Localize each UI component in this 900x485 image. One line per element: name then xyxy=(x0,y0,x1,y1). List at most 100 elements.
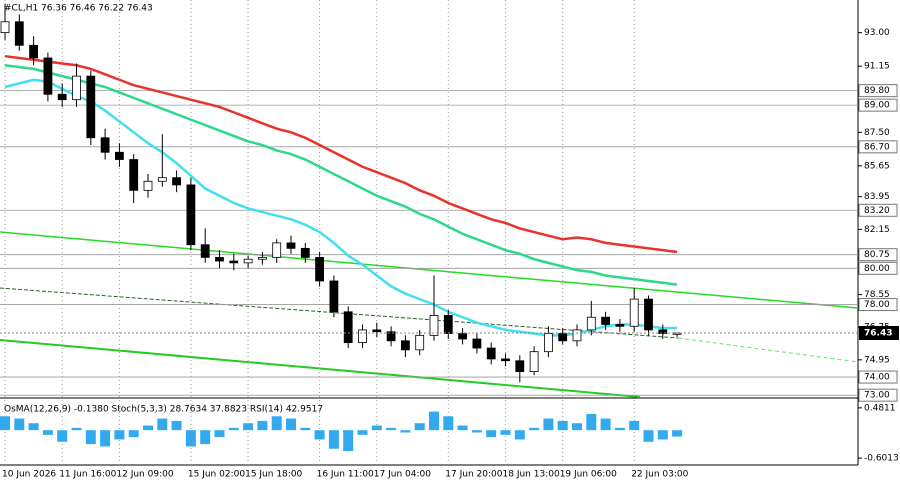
candle-body xyxy=(472,338,482,349)
bar xyxy=(171,420,182,431)
bar xyxy=(128,430,139,438)
candle-body xyxy=(215,257,224,262)
last-price-box xyxy=(859,326,899,341)
level-label-box xyxy=(858,248,898,262)
candle-body xyxy=(629,298,639,327)
bar xyxy=(300,427,311,431)
bar xyxy=(429,411,439,431)
candle-body xyxy=(72,75,81,101)
bar xyxy=(614,427,625,431)
bar xyxy=(343,430,354,452)
level-label-box xyxy=(858,203,898,217)
candle-body xyxy=(615,324,625,327)
level-label: 80.00 xyxy=(864,264,890,274)
y-tick-label: 78.55 xyxy=(864,290,890,300)
candle-body xyxy=(601,316,610,325)
level-label-box xyxy=(858,298,898,312)
candle-body xyxy=(243,258,253,264)
level-label: 89.80 xyxy=(864,86,890,96)
bar xyxy=(586,413,597,431)
chart-title: #CL,H1 76.36 76.46 76.22 76.43 xyxy=(4,4,153,14)
candle-body xyxy=(458,333,468,340)
candle-body xyxy=(372,329,382,333)
bar xyxy=(486,430,497,438)
candle-body xyxy=(315,257,325,282)
candle-body xyxy=(29,44,39,59)
bar xyxy=(42,430,53,435)
candle-body xyxy=(86,75,96,139)
bar xyxy=(371,425,382,431)
bar xyxy=(143,425,153,431)
trend-line xyxy=(677,337,859,363)
candle-body xyxy=(529,351,539,373)
bar xyxy=(200,430,211,445)
bar xyxy=(0,416,10,431)
level-label-box xyxy=(858,370,898,384)
level-label-box xyxy=(858,98,898,112)
candle-body xyxy=(486,347,496,360)
candle-body xyxy=(429,315,439,336)
level-label: 83.20 xyxy=(864,206,890,216)
candle-body xyxy=(329,280,339,313)
moving-average xyxy=(4,54,678,254)
candle-body xyxy=(644,298,653,331)
bar xyxy=(386,427,397,431)
candle-body xyxy=(172,177,182,186)
trend-line xyxy=(0,231,859,309)
bar xyxy=(100,430,111,447)
bar xyxy=(243,423,254,431)
candle-body xyxy=(386,331,396,342)
candle-body xyxy=(186,184,196,246)
bar xyxy=(314,430,325,440)
trend-line xyxy=(0,287,679,339)
level-label-box xyxy=(858,140,898,154)
candle-body xyxy=(257,257,267,260)
candle-body xyxy=(501,358,510,362)
candle-body xyxy=(300,247,310,258)
bar xyxy=(443,416,454,431)
level-label: 74.00 xyxy=(864,373,890,383)
bar xyxy=(14,418,25,431)
candle-body xyxy=(343,311,353,344)
bar xyxy=(157,418,168,431)
bar xyxy=(471,430,482,433)
x-tick-label: 15 Jun 02:00 xyxy=(188,470,245,480)
bar xyxy=(357,430,368,435)
x-tick-label: 17 Jun 20:00 xyxy=(445,470,502,480)
bar xyxy=(500,430,511,435)
level-label-box xyxy=(858,84,898,98)
bar xyxy=(228,427,239,431)
bar xyxy=(514,430,525,440)
last-price-label: 76.43 xyxy=(864,329,892,339)
y-tick-label: 91.15 xyxy=(864,62,890,72)
candle-body xyxy=(157,177,167,182)
bar xyxy=(672,430,683,437)
bar xyxy=(271,416,282,431)
candle-body xyxy=(14,21,24,46)
bar xyxy=(114,430,125,440)
bar xyxy=(400,430,411,433)
indicator-title: OsMA(12,26,9) -0.1380 Stoch(5,3,3) 28.76… xyxy=(4,405,323,415)
bar xyxy=(28,423,39,431)
candle-body xyxy=(100,137,110,153)
candle-body xyxy=(558,333,568,342)
bar xyxy=(572,423,582,431)
bar xyxy=(214,430,225,438)
moving-average xyxy=(4,64,678,286)
x-tick-label: 16 Jun 11:00 xyxy=(317,470,374,480)
candle-body xyxy=(200,244,210,258)
y-tick-label: 93.00 xyxy=(864,28,890,38)
bar xyxy=(529,427,540,431)
y-tick-label: 0.4811 xyxy=(864,403,896,413)
bar xyxy=(457,425,468,431)
y-tick-label: 87.50 xyxy=(864,128,890,138)
level-label: 89.00 xyxy=(864,101,890,111)
x-tick-label: 12 Jun 09:00 xyxy=(116,470,173,480)
bar xyxy=(557,420,568,431)
y-tick-label: 74.95 xyxy=(864,355,890,365)
bar xyxy=(328,430,339,449)
candle-body xyxy=(0,21,10,34)
candle-body xyxy=(57,93,67,101)
